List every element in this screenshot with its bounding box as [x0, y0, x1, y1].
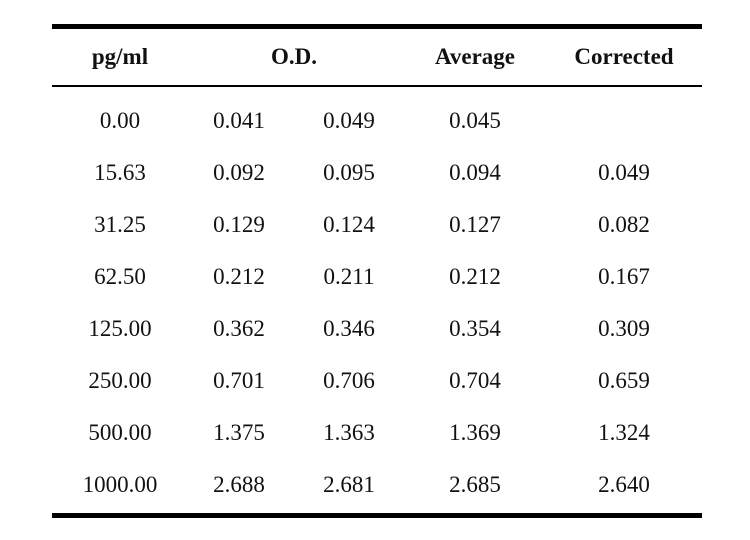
concentration-cell: 125.00	[88, 316, 152, 341]
table-row: 250.00 0.701 0.706 0.704 0.659	[52, 355, 702, 407]
average-cell: 0.045	[449, 108, 501, 133]
od1-cell: 0.362	[213, 316, 265, 341]
standard-curve-table: pg/ml O.D. Average Corrected 0.00 0.041 …	[52, 24, 702, 518]
header-row: pg/ml O.D. Average Corrected	[52, 29, 702, 85]
average-cell: 0.094	[449, 160, 501, 185]
od2-cell: 0.124	[323, 212, 375, 237]
corrected-cell	[558, 95, 690, 147]
bottom-rule	[52, 513, 702, 518]
od2-cell: 1.363	[323, 420, 375, 445]
table-row: 31.25 0.129 0.124 0.127 0.082	[52, 199, 702, 251]
average-cell: 1.369	[449, 420, 501, 445]
od2-cell: 0.049	[323, 108, 375, 133]
od2-cell: 0.095	[323, 160, 375, 185]
od1-cell: 0.041	[213, 108, 265, 133]
average-cell: 2.685	[449, 472, 501, 497]
concentration-cell: 15.63	[94, 160, 146, 185]
concentration-cell: 62.50	[94, 264, 146, 289]
concentration-cell: 1000.00	[82, 472, 158, 497]
corrected-cell: 2.640	[598, 472, 650, 497]
average-cell: 0.354	[449, 316, 501, 341]
od1-cell: 2.688	[213, 472, 265, 497]
concentration-cell: 500.00	[88, 420, 152, 445]
od2-cell: 0.211	[323, 264, 375, 289]
concentration-cell: 250.00	[88, 368, 152, 393]
table-row: 1000.00 2.688 2.681 2.685 2.640	[52, 459, 702, 511]
table-row: 0.00 0.041 0.049 0.045	[52, 95, 702, 147]
table-row: 500.00 1.375 1.363 1.369 1.324	[52, 407, 702, 459]
header-concentration: pg/ml	[91, 44, 149, 69]
od2-cell: 2.681	[323, 472, 375, 497]
corrected-cell: 0.167	[598, 264, 650, 289]
table-row: 15.63 0.092 0.095 0.094 0.049	[52, 147, 702, 199]
concentration-cell: 0.00	[99, 108, 141, 133]
od2-cell: 0.346	[323, 316, 375, 341]
od1-cell: 0.212	[213, 264, 265, 289]
average-cell: 0.212	[449, 264, 501, 289]
header-od: O.D.	[271, 44, 317, 69]
concentration-cell: 31.25	[94, 212, 146, 237]
average-cell: 0.127	[449, 212, 501, 237]
corrected-cell: 0.082	[598, 212, 650, 237]
table-body: 0.00 0.041 0.049 0.045 15.63 0.092 0.095…	[52, 87, 702, 513]
table-row: 62.50 0.212 0.211 0.212 0.167	[52, 251, 702, 303]
corrected-cell: 0.049	[598, 160, 650, 185]
header-rule	[52, 85, 702, 87]
od1-cell: 0.129	[213, 212, 265, 237]
header-corrected: Corrected	[574, 44, 674, 69]
corrected-cell: 0.659	[598, 368, 650, 393]
header-average: Average	[434, 44, 516, 69]
corrected-cell: 0.309	[598, 316, 650, 341]
top-rule	[52, 24, 702, 29]
od2-cell: 0.706	[323, 368, 375, 393]
od1-cell: 1.375	[213, 420, 265, 445]
average-cell: 0.704	[449, 368, 501, 393]
od1-cell: 0.701	[213, 368, 265, 393]
corrected-cell: 1.324	[598, 420, 650, 445]
od1-cell: 0.092	[213, 160, 265, 185]
table-row: 125.00 0.362 0.346 0.354 0.309	[52, 303, 702, 355]
